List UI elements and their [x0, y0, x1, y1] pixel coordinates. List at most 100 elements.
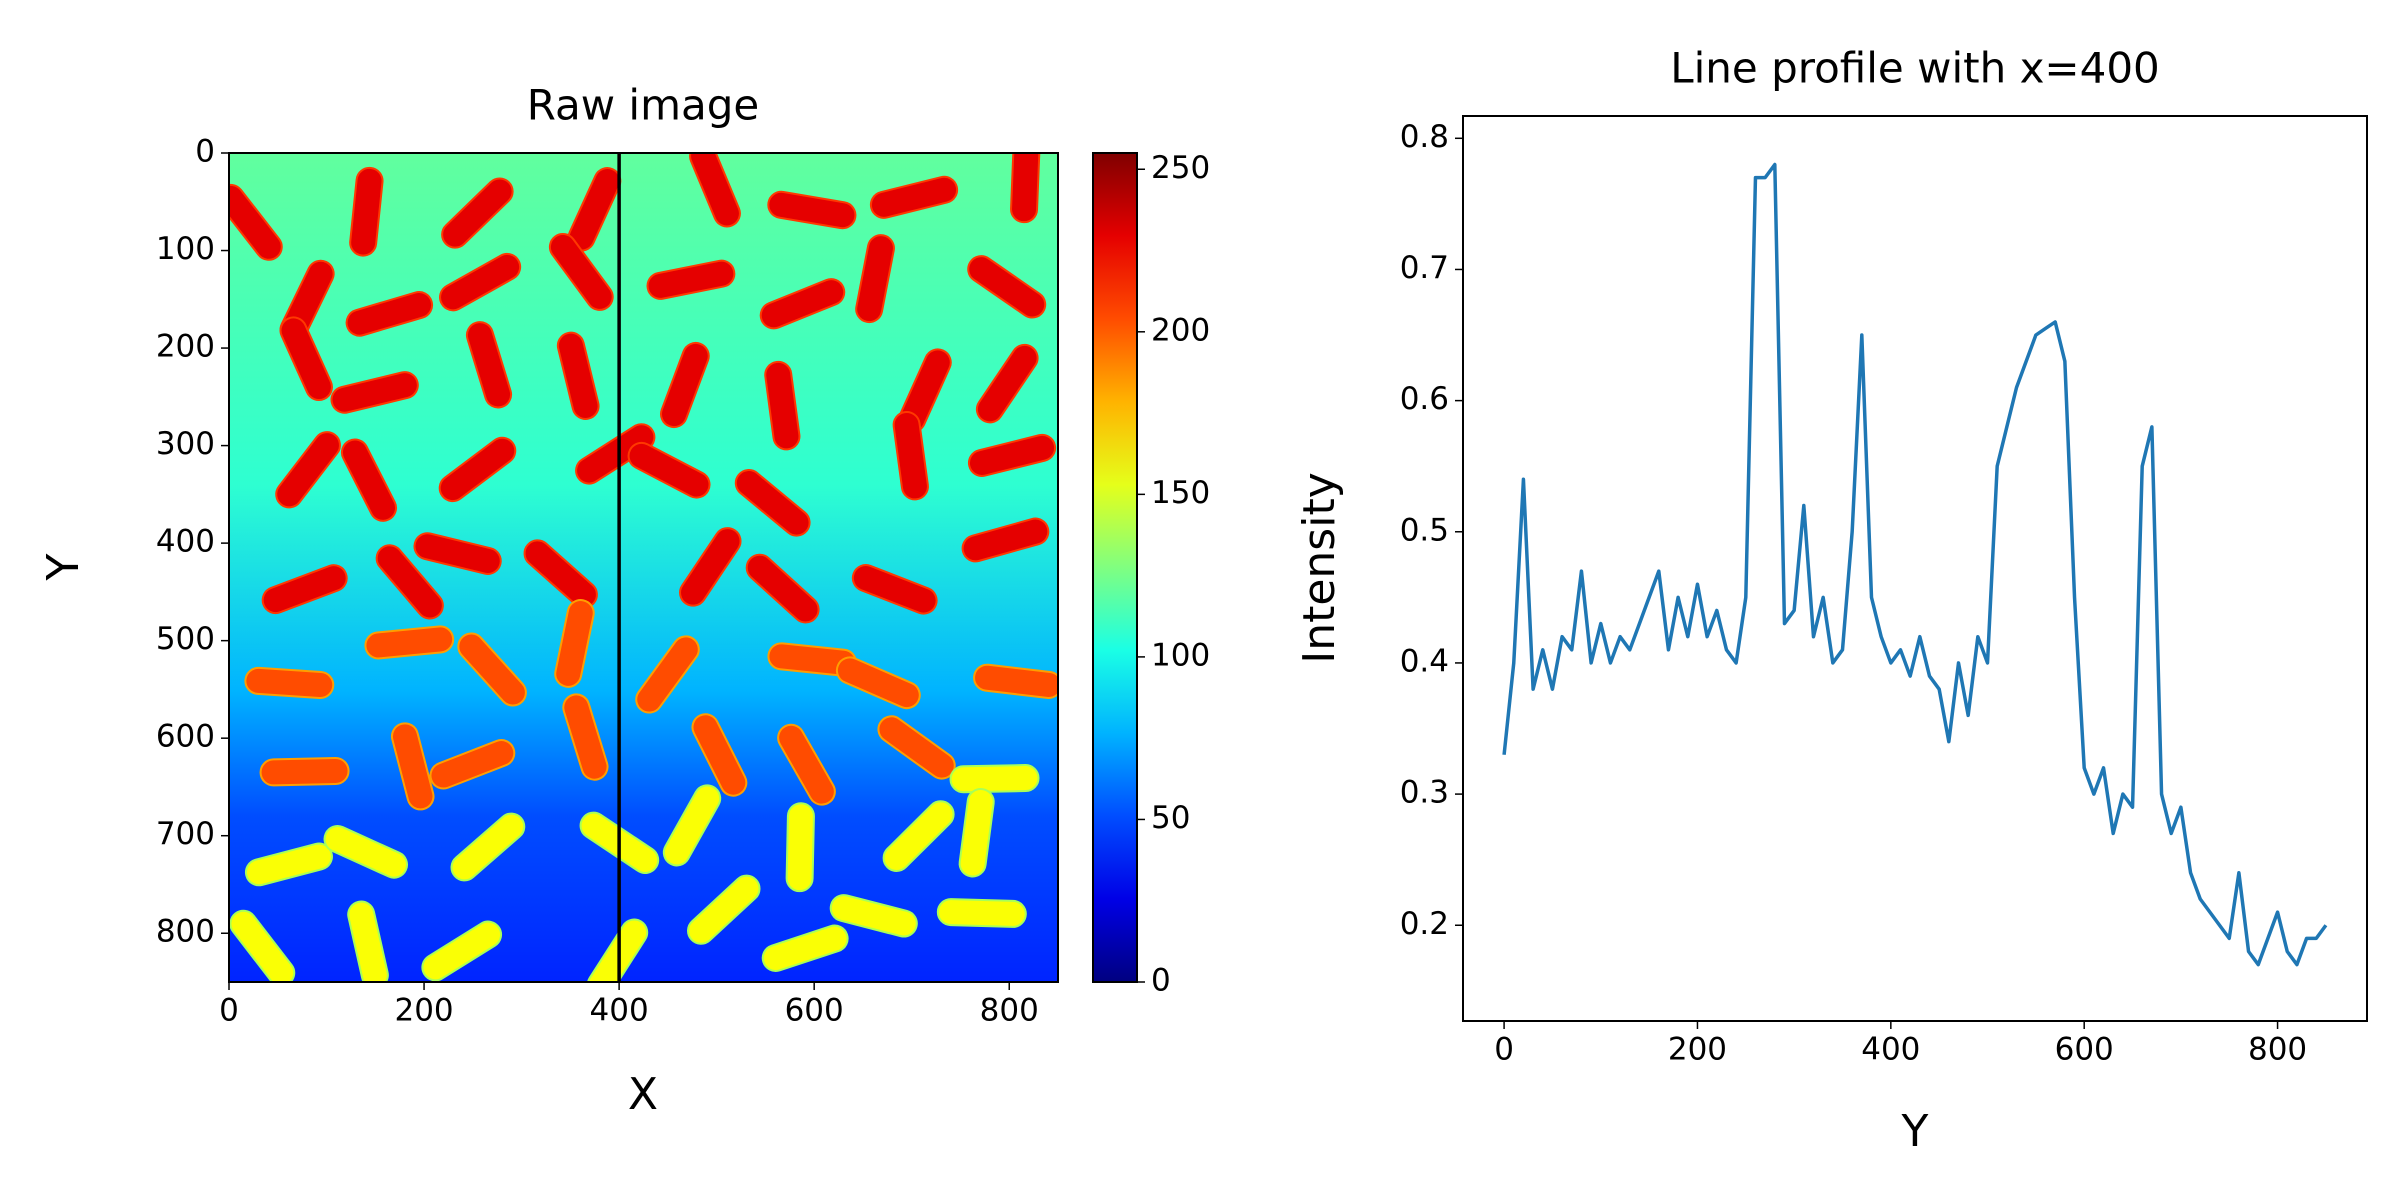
line	[1502, 162, 2328, 967]
grain	[691, 713, 748, 797]
grain	[279, 316, 333, 402]
grain	[229, 909, 296, 982]
grain	[961, 517, 1050, 563]
grain	[421, 920, 503, 982]
grain	[975, 343, 1039, 424]
y-tick-label: 0.7	[1400, 250, 1449, 286]
grain	[761, 924, 849, 973]
x-tick-label: 200	[394, 993, 453, 1029]
grain	[777, 723, 836, 806]
grain	[734, 469, 811, 537]
chart-title: Line profile with x=400	[1670, 44, 2160, 93]
grain	[439, 252, 522, 312]
grain	[438, 436, 517, 503]
grain	[556, 331, 600, 420]
x-axis-label: Y	[1901, 1106, 1929, 1157]
grain	[259, 757, 350, 787]
y-tick-label: 0.5	[1400, 512, 1449, 548]
grain	[973, 663, 1058, 699]
y-tick-label: 0	[195, 134, 215, 170]
grain	[275, 431, 341, 509]
y-tick-label: 300	[156, 426, 215, 462]
grain	[349, 166, 384, 257]
grain	[869, 175, 959, 219]
grain	[745, 553, 820, 624]
grain	[967, 255, 1047, 319]
x-tick-label: 0	[219, 993, 239, 1029]
grain	[767, 190, 857, 230]
grain	[554, 599, 595, 688]
grain	[575, 423, 656, 485]
chart-title: Raw image	[527, 81, 760, 130]
x-tick-label: 400	[1861, 1032, 1920, 1068]
x-axis-label: X	[628, 1069, 658, 1120]
grain	[679, 527, 742, 607]
y-tick-label: 0.8	[1400, 119, 1449, 155]
y-tick-label: 400	[156, 524, 215, 560]
grain	[562, 693, 609, 781]
grain	[390, 722, 435, 811]
grain	[785, 802, 815, 893]
x-tick-label: 200	[1668, 1032, 1727, 1068]
grain	[457, 632, 527, 707]
grain	[949, 764, 1040, 794]
grain	[340, 438, 398, 522]
y-tick-label: 500	[156, 621, 215, 657]
x-tick-label: 800	[980, 993, 1039, 1029]
grain	[244, 842, 333, 887]
colorbar	[1092, 152, 1138, 983]
grain	[835, 656, 921, 710]
y-tick-label: 0.2	[1400, 906, 1449, 942]
grain	[967, 433, 1057, 477]
colorbar-tick-label: 250	[1151, 150, 1210, 186]
grain	[465, 321, 513, 409]
y-tick-label: 600	[156, 719, 215, 755]
grain	[375, 544, 444, 620]
grain	[936, 898, 1027, 928]
y-axis-label: Intensity	[1294, 472, 1345, 664]
grain	[364, 625, 455, 660]
grain	[347, 900, 389, 982]
grain	[450, 812, 526, 882]
grain	[548, 232, 614, 311]
x-tick-label: 800	[2248, 1032, 2307, 1068]
grain	[855, 234, 895, 324]
grain	[244, 666, 335, 699]
x-tick-label: 600	[785, 993, 844, 1029]
grain	[662, 784, 722, 867]
x-tick-label: 0	[1494, 1032, 1514, 1068]
x-tick-label: 400	[590, 993, 649, 1029]
grain	[345, 291, 434, 337]
grain	[687, 874, 761, 945]
y-tick-label: 200	[156, 329, 215, 365]
grain	[229, 183, 283, 261]
axes-frame	[1462, 115, 2368, 1022]
grain	[882, 800, 955, 872]
colorbar-tick-label: 150	[1151, 475, 1210, 511]
axes-frame	[228, 152, 1059, 983]
colorbar-tick-label: 50	[1151, 800, 1190, 836]
grain	[635, 635, 700, 714]
y-tick-label: 0.3	[1400, 775, 1449, 811]
grain	[413, 532, 502, 575]
x-tick-label: 600	[2055, 1032, 2114, 1068]
grain	[764, 360, 801, 451]
colorbar-tick-label: 100	[1151, 637, 1210, 673]
image	[229, 153, 1058, 982]
grain	[646, 259, 736, 300]
grain	[261, 564, 348, 615]
y-tick-label: 0.4	[1400, 643, 1449, 679]
grain	[627, 441, 711, 499]
y-tick-label: 100	[156, 231, 215, 267]
grain	[759, 278, 846, 330]
grain	[1010, 153, 1041, 224]
grain	[429, 739, 516, 790]
grain	[523, 539, 598, 609]
grain	[689, 153, 741, 228]
grain	[660, 341, 710, 429]
y-tick-label: 0.6	[1400, 381, 1449, 417]
grain	[851, 564, 938, 615]
grain	[958, 787, 995, 878]
y-axis-label: Y	[38, 553, 89, 581]
